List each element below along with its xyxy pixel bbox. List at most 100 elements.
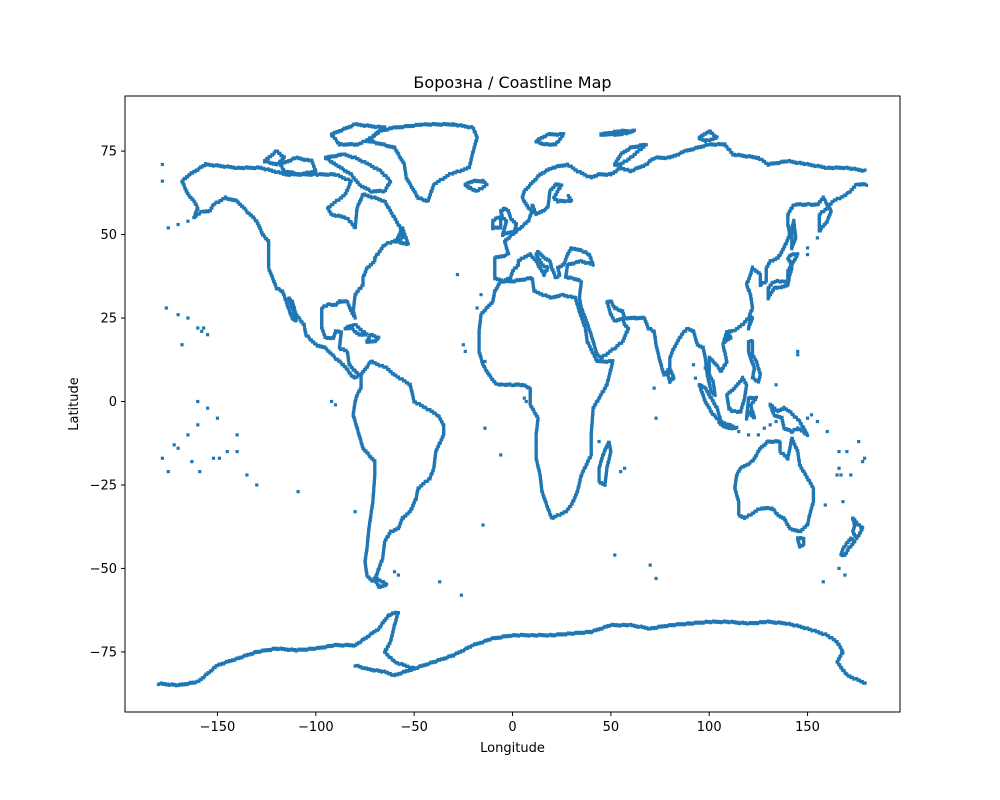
coastline-point — [765, 161, 769, 165]
coastline-point — [646, 160, 651, 165]
island-point — [756, 433, 760, 437]
coastline-point — [752, 371, 756, 375]
coastline-point — [811, 485, 815, 489]
coastline-point — [534, 414, 539, 418]
coastline-point — [768, 283, 772, 287]
coastline-point — [350, 365, 354, 370]
coastline-point — [340, 363, 344, 367]
island-point — [479, 293, 483, 297]
coastline-point — [405, 512, 409, 516]
coastline-point — [266, 246, 271, 250]
coastline-point — [634, 150, 639, 154]
coastline-point — [792, 225, 797, 229]
coastline-point — [524, 221, 528, 225]
coastline-point — [622, 314, 626, 318]
coastline-point — [332, 355, 336, 359]
coastline-point — [396, 375, 401, 379]
coastline-point — [781, 421, 785, 425]
coastline-point — [280, 165, 284, 169]
coastline-point — [584, 318, 588, 322]
coastline-point — [392, 528, 397, 532]
coastline-point — [403, 166, 407, 170]
coastline-point — [748, 318, 752, 322]
coastline-point — [751, 373, 755, 377]
coastline-point — [416, 196, 420, 200]
coastline-point — [540, 487, 544, 491]
coastline-point — [386, 183, 390, 187]
coastline-point — [404, 236, 408, 240]
coastline-point — [373, 334, 377, 338]
coastline-point — [585, 336, 589, 340]
coastline-point — [711, 392, 715, 396]
coastline-point — [861, 525, 865, 530]
coastline-point — [577, 482, 581, 486]
coastline-point — [360, 195, 364, 199]
coastline-point — [668, 365, 672, 369]
coastline-point — [736, 497, 740, 501]
coastline-point — [853, 534, 857, 538]
coastline-point — [619, 152, 623, 157]
coastline-point — [543, 500, 548, 504]
coastline-point — [572, 496, 577, 500]
coastline-point — [477, 334, 481, 338]
coastline-point — [366, 536, 370, 540]
coastline-point — [415, 490, 419, 494]
coastline-point — [589, 428, 594, 432]
coastline-point — [765, 265, 769, 269]
coastline-point — [385, 535, 389, 539]
coastline-point — [272, 151, 276, 155]
coastline-point — [579, 306, 583, 311]
coastline-point — [717, 412, 721, 416]
coastline-point — [852, 540, 856, 544]
coastline-point — [547, 194, 551, 198]
coastline-point — [433, 454, 437, 458]
coastline-point — [567, 249, 571, 253]
coastline-point — [239, 204, 244, 208]
coastline-point — [558, 137, 562, 141]
coastline-point — [794, 236, 798, 240]
coastline-point — [195, 204, 199, 209]
coastline-point — [761, 280, 765, 285]
coastline-point — [477, 339, 481, 343]
island-point — [845, 449, 849, 454]
coastline-point — [744, 416, 749, 420]
coastline-point — [571, 499, 575, 504]
coastline-point — [599, 459, 603, 463]
coastline-point — [790, 241, 794, 245]
coastline-point — [331, 336, 336, 340]
coastline-point — [547, 199, 551, 203]
coastline-point — [193, 202, 198, 206]
coastline-point — [580, 472, 584, 476]
coastline-point — [838, 663, 842, 667]
coastline-point — [507, 236, 511, 240]
coastline-point — [770, 290, 774, 294]
coastline-point — [706, 390, 710, 394]
coastline-point — [844, 551, 848, 556]
coastline-point — [209, 206, 213, 210]
coastline-point — [534, 259, 538, 263]
coastline-point — [535, 426, 539, 430]
coastline-point — [608, 445, 612, 449]
coastline-point — [569, 246, 573, 251]
coastline-point — [437, 442, 441, 446]
coastline-point — [353, 223, 358, 227]
coastline-point — [757, 375, 762, 379]
coastline-point — [607, 372, 612, 376]
coastline-point — [727, 405, 731, 409]
coastline-point — [342, 176, 346, 180]
coastline-point — [794, 446, 799, 450]
coastline-point — [587, 456, 591, 461]
coastline-point — [609, 173, 613, 177]
coastline-point — [472, 146, 476, 150]
coastline-point — [483, 366, 487, 371]
coastline-point — [758, 283, 762, 288]
coastline-point — [581, 310, 585, 314]
coastline-point — [781, 452, 785, 456]
island-point — [524, 399, 528, 404]
coastline-point — [433, 411, 437, 415]
coastline-point — [547, 511, 552, 515]
coastline-point — [352, 376, 356, 380]
coastline-point — [728, 390, 732, 394]
coastline-point — [536, 418, 540, 422]
coastline-point — [481, 311, 485, 315]
